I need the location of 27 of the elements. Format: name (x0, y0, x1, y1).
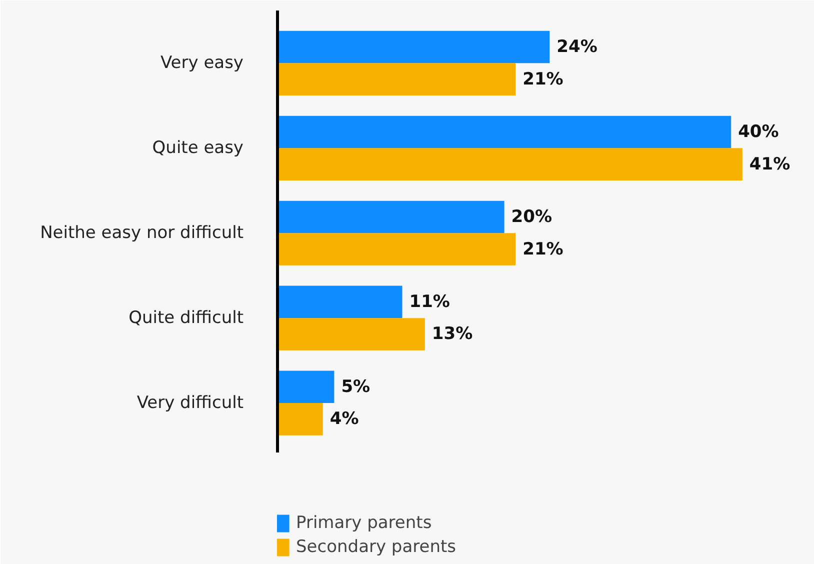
bar (278, 370, 334, 404)
y-tick-label: Neithe easy nor difficult (40, 223, 244, 244)
y-tick-label: Very difficult (136, 393, 244, 414)
bar (278, 63, 516, 96)
bar (278, 403, 323, 436)
data-label: 5% (341, 376, 370, 397)
data-label: 21% (522, 69, 564, 90)
y-tick-label: Quite easy (152, 138, 244, 158)
bar (278, 200, 504, 234)
data-label: 11% (409, 292, 450, 312)
legend-label: Primary parents (296, 512, 432, 534)
data-label: 4% (330, 409, 359, 430)
bar (278, 318, 425, 350)
bar (278, 233, 516, 266)
data-label: 24% (556, 37, 598, 58)
legend-label: Secondary parents (296, 536, 456, 558)
data-label: 40% (738, 122, 779, 142)
data-label: 20% (511, 206, 552, 227)
bar (278, 286, 402, 318)
bar (278, 148, 742, 180)
y-tick-label: Quite difficult (128, 308, 244, 328)
y-tick-label: Very easy (160, 53, 244, 74)
data-label: 41% (749, 154, 790, 174)
data-label: 13% (432, 324, 473, 344)
data-label: 21% (522, 239, 564, 260)
bar (278, 116, 732, 148)
bar (278, 30, 550, 64)
